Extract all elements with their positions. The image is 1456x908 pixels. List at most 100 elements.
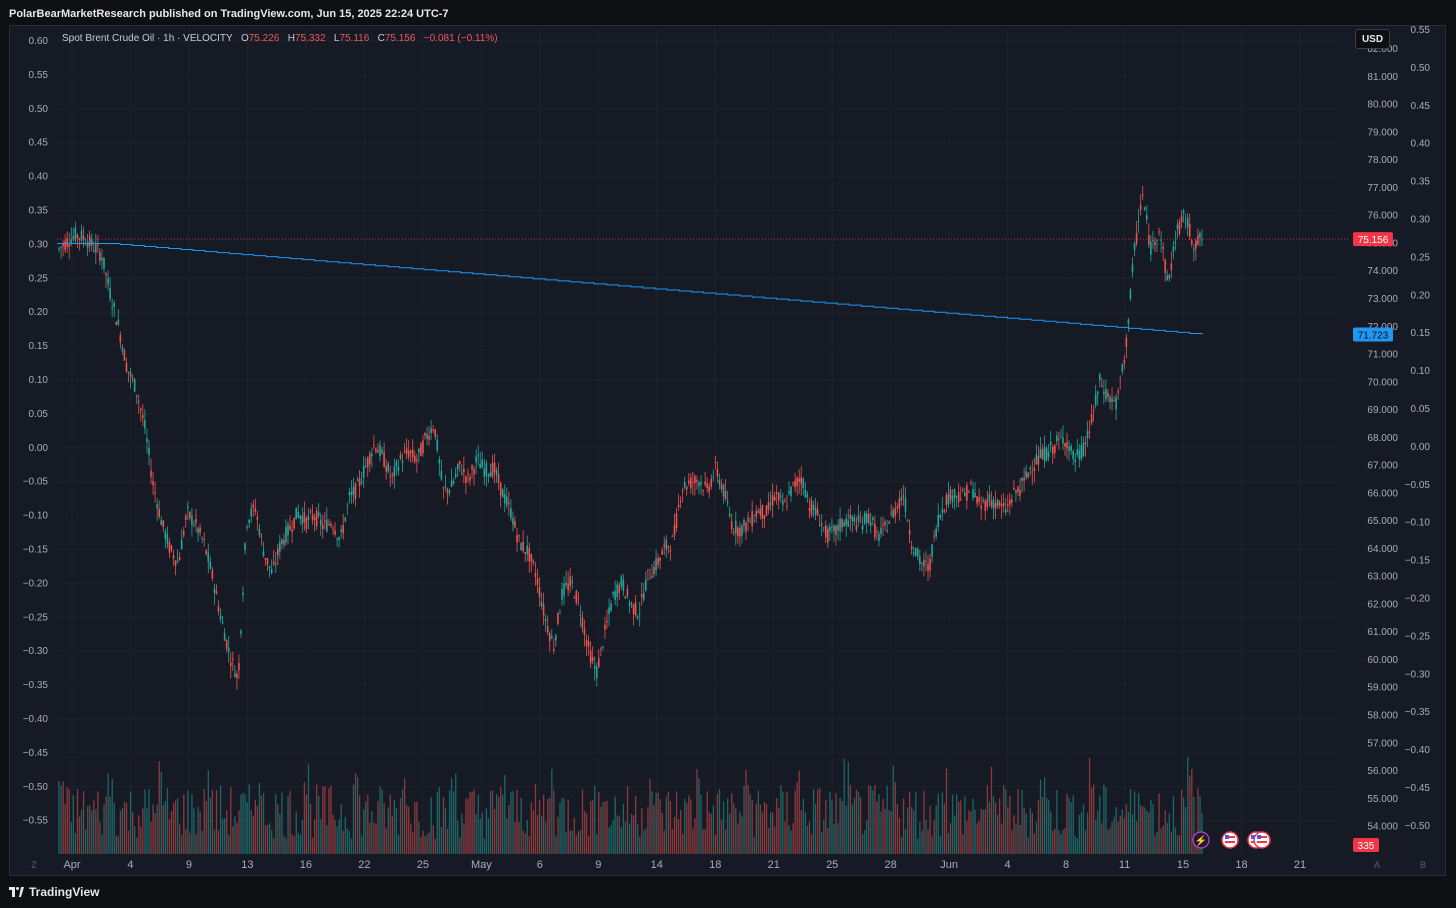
candle-body — [978, 497, 980, 502]
candle-body — [342, 525, 345, 534]
candle-body — [1150, 241, 1152, 255]
candle-body — [1043, 447, 1046, 462]
candle-body — [99, 252, 101, 261]
currency-button[interactable]: USD — [1355, 29, 1390, 49]
right-axis-tick-label: 0.30 — [1411, 215, 1431, 226]
volume-bar — [152, 804, 154, 854]
volume-bar — [761, 812, 764, 854]
candle-body — [561, 589, 563, 600]
candle-body — [724, 491, 727, 500]
candle-body — [422, 440, 424, 454]
volume-bar — [747, 785, 749, 854]
volume-bar — [105, 796, 107, 854]
volume-bar — [1113, 816, 1115, 854]
volume-bar — [164, 801, 167, 854]
right-axis-tick-label: 0.40 — [1411, 139, 1431, 150]
candle-body — [1168, 275, 1171, 279]
volume-bar — [547, 799, 549, 854]
volume-bar — [927, 829, 929, 854]
volume-bar — [866, 820, 868, 854]
volume-bar — [774, 826, 776, 854]
volume-bar — [371, 811, 373, 854]
volume-bar — [1146, 810, 1148, 854]
volume-bar — [320, 819, 322, 854]
volume-bar — [976, 823, 978, 854]
volume-bar — [784, 821, 786, 854]
candle-body — [139, 408, 142, 411]
volume-bar — [549, 797, 551, 854]
candle-body — [113, 303, 116, 307]
volume-bar — [508, 804, 510, 854]
volume-bar — [500, 786, 502, 854]
candle-body — [575, 590, 578, 603]
volume-bar — [1043, 777, 1046, 854]
candle-body — [324, 520, 326, 522]
volume-bar — [755, 803, 757, 854]
volume-bar — [684, 798, 686, 854]
volume-bar — [246, 801, 248, 854]
volume-bar — [706, 791, 708, 854]
high-value: 75.332 — [294, 33, 326, 44]
candle-body — [753, 520, 756, 522]
candle-body — [1125, 337, 1128, 347]
volume-bar — [205, 801, 207, 854]
chart-svg[interactable]: 0.60 0.55 0.50 0.45 0.40 0.35 0.30 0.25 0.20 0.15… — [10, 26, 1445, 875]
volume-bar — [230, 786, 232, 854]
candle-body — [334, 530, 336, 535]
price-axis-tick-label: 79.000 — [1367, 127, 1398, 138]
volume-bar — [878, 794, 880, 854]
candle-body — [655, 558, 657, 571]
volume-bar — [1086, 812, 1089, 854]
volume-bar — [107, 773, 109, 854]
candle-body — [274, 563, 277, 565]
candle-body — [152, 481, 154, 486]
volume-bar — [751, 800, 753, 854]
volume-bar — [410, 823, 412, 854]
volume-bar — [1080, 812, 1083, 854]
candle-body — [164, 531, 167, 539]
candle-body — [1170, 263, 1173, 271]
last-price-tag-label: 75.156 — [1358, 235, 1389, 246]
candle-body — [456, 463, 459, 470]
chart-frame[interactable]: 0.60 0.55 0.50 0.45 0.40 0.35 0.30 0.25 0.20 0.15… — [9, 25, 1446, 876]
candle-body — [577, 597, 580, 600]
volume-bar — [162, 804, 164, 854]
volume-bar — [297, 833, 299, 854]
volume-bar — [1140, 805, 1142, 854]
volume-bar — [293, 835, 295, 854]
candle-body — [642, 592, 645, 600]
candle-body — [884, 521, 886, 526]
x-axis-tick-label: 22 — [358, 859, 370, 871]
candle-body — [68, 244, 71, 248]
candle-body — [904, 497, 907, 512]
tradingview-logo[interactable]: TradingView — [9, 885, 99, 899]
volume-bar — [575, 835, 578, 854]
volume-bar — [1093, 784, 1095, 854]
volume-bar — [493, 809, 496, 854]
candle-body — [929, 558, 931, 571]
volume-bar — [170, 811, 173, 854]
volume-bar — [324, 785, 326, 854]
candle-body — [197, 528, 199, 534]
volume-bar — [1058, 830, 1060, 854]
volume-bar — [886, 785, 888, 854]
candle-body — [1160, 239, 1162, 241]
left-axis-tick-label: −0.20 — [23, 578, 49, 589]
volume-bar — [1138, 793, 1140, 854]
last-price-tag — [1353, 232, 1393, 247]
candle-body — [853, 517, 856, 522]
candle-body — [475, 456, 477, 463]
candle-body — [890, 512, 893, 514]
candle-body — [266, 558, 269, 565]
candle-body — [1197, 235, 1199, 245]
volume-bar — [289, 790, 291, 854]
right-axis-tick-label: 0.50 — [1411, 63, 1431, 74]
candle-body — [377, 450, 379, 453]
price-axis-tick-label: 76.000 — [1367, 211, 1398, 222]
candle-body — [1186, 217, 1189, 228]
volume-bar — [444, 807, 447, 854]
candle-body — [534, 572, 537, 577]
right-axis-tick-label: −0.20 — [1405, 594, 1431, 605]
candle-body — [162, 520, 165, 528]
volume-bar — [87, 806, 89, 854]
